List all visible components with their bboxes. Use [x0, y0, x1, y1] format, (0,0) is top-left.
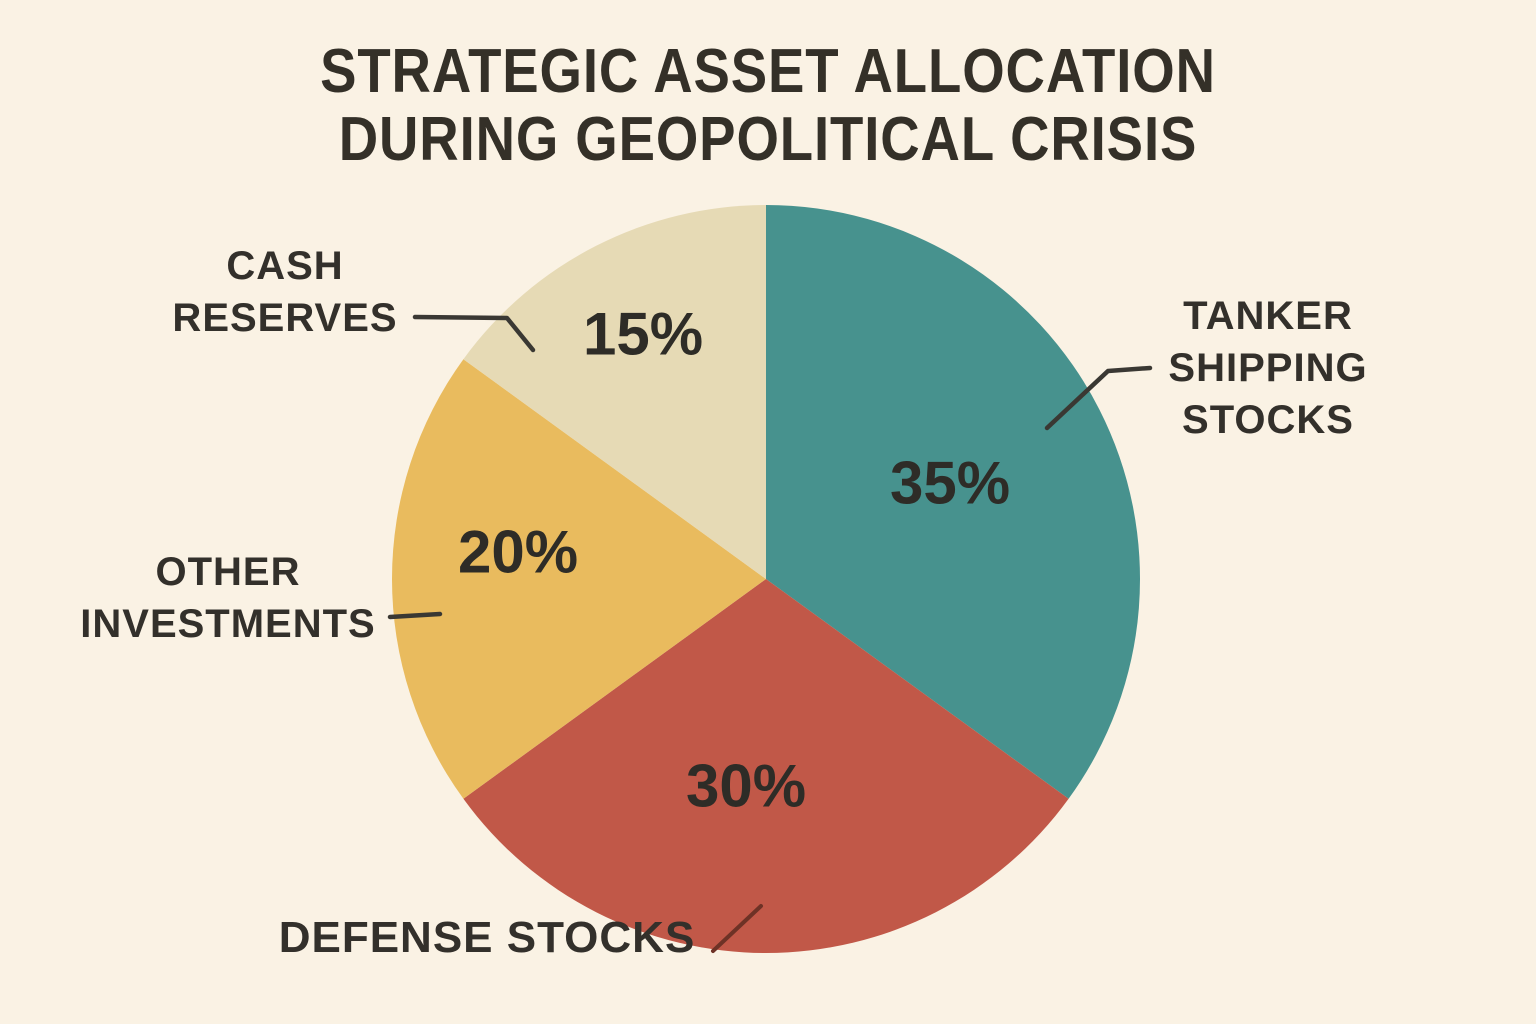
slice-label-tanker-shipping-stocks: TANKER SHIPPING STOCKS	[1168, 290, 1367, 446]
leader-line-tanker-shipping-stocks	[1044, 365, 1153, 431]
pct-label-tanker-shipping-stocks: 35%	[889, 449, 1011, 517]
slice-label-defense-stocks: DEFENSE STOCKS	[279, 912, 696, 964]
slice-label-line: INVESTMENTS	[80, 602, 376, 646]
slice-label-line: OTHER	[155, 550, 301, 594]
pct-label-other-investments: 20%	[457, 518, 579, 586]
leader-line-defense-stocks	[711, 904, 763, 953]
leader-lines	[387, 314, 1153, 953]
slice-label-cash-reserves: CASH RESERVES	[172, 240, 397, 344]
pie-slice-other-investments	[391, 359, 766, 799]
slice-label-other-investments: OTHER INVESTMENTS	[80, 546, 375, 650]
pct-label-cash-reserves: 15%	[582, 300, 704, 368]
pie-slice-cash-reserves	[463, 205, 766, 579]
page-title-line-1: STRATEGIC ASSET ALLOCATION	[320, 37, 1216, 106]
leader-line-other-investments	[387, 611, 443, 620]
pie-slice-defense-stocks	[463, 579, 1069, 954]
page-title-line-2: DURING GEOPOLITICAL CRISIS	[338, 105, 1198, 174]
slice-label-line: CASH	[226, 244, 344, 288]
slice-label-line: RESERVES	[172, 296, 398, 340]
pie-slice-tanker-shipping-stocks	[766, 205, 1141, 799]
pct-label-defense-stocks: 30%	[685, 752, 807, 820]
leader-line-cash-reserves	[412, 314, 536, 353]
slice-label-line: TANKER	[1183, 294, 1353, 338]
pie-slices	[391, 205, 1141, 954]
slice-label-line: DEFENSE STOCKS	[278, 913, 696, 962]
slice-label-line: SHIPPING	[1168, 346, 1368, 390]
page-title: STRATEGIC ASSET ALLOCATION DURING GEOPOL…	[92, 38, 1444, 174]
slice-label-line: STOCKS	[1182, 398, 1354, 442]
